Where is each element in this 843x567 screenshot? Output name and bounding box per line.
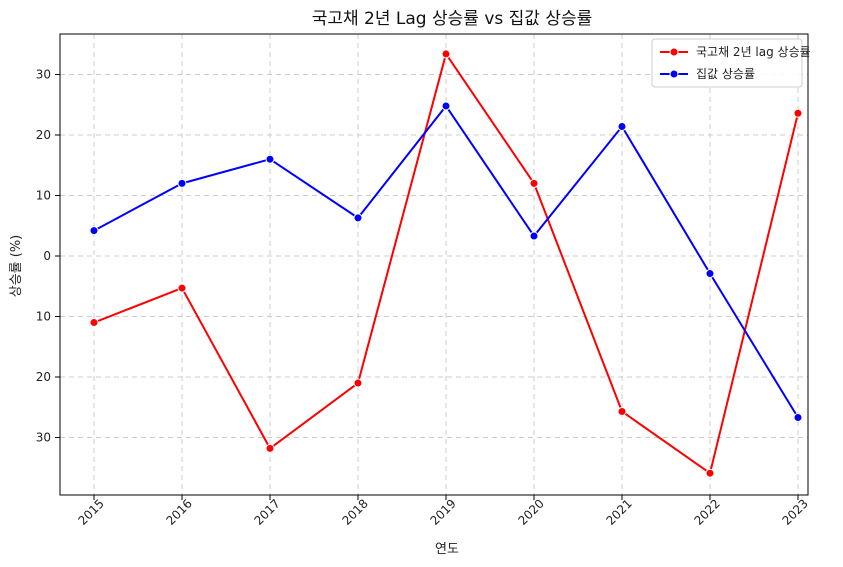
y-axis: 30 20 10 0 10 20 30 (36, 68, 60, 445)
x-tick-label: 2015 (75, 496, 106, 527)
x-tick-label: 2020 (515, 496, 546, 527)
data-point (529, 231, 539, 241)
legend-box (651, 38, 803, 88)
x-tick-label: 2018 (339, 496, 370, 527)
legend-item: 집값 상승률 (660, 67, 755, 81)
data-point (441, 101, 451, 111)
x-tick-label: 2023 (779, 496, 810, 527)
data-point (617, 406, 627, 416)
data-point (177, 178, 187, 188)
x-tick-label: 2017 (251, 496, 282, 527)
data-point (89, 226, 99, 236)
y-axis-title: 상승률 (%) (9, 235, 24, 298)
legend-label: 국고채 2년 lag 상승률 (696, 45, 811, 59)
y-tick-label: 30 (36, 68, 51, 82)
y-tick-label: 10 (36, 189, 51, 203)
data-point (353, 378, 363, 388)
y-tick-label: 0 (43, 249, 51, 263)
y-tick-label: 30 (36, 431, 51, 445)
x-tick-label: 2022 (691, 496, 722, 527)
data-point (353, 213, 363, 223)
chart-title: 국고채 2년 Lag 상승률 vs 집값 상승률 (312, 9, 593, 29)
plot-frame (59, 33, 809, 496)
data-point (793, 108, 803, 118)
series-1 (89, 49, 803, 478)
x-axis-title: 연도 (435, 542, 459, 557)
data-point (441, 49, 451, 59)
data-point (265, 154, 275, 164)
legend-marker (669, 47, 679, 57)
x-tick-label: 2019 (427, 496, 458, 527)
data-point (529, 178, 539, 188)
data-point (705, 269, 715, 279)
data-point (617, 122, 627, 132)
data-point (793, 413, 803, 423)
y-tick-label: 20 (36, 128, 51, 142)
y-tick-label: 20 (36, 370, 51, 384)
series-2 (89, 101, 803, 423)
legend-label: 집값 상승률 (696, 67, 755, 81)
data-point (89, 318, 99, 328)
grid-lines (60, 34, 808, 495)
data-point (265, 443, 275, 453)
x-tick-label: 2021 (603, 496, 634, 527)
data-point (177, 283, 187, 293)
x-axis: 2015 2016 2017 2018 2019 2020 2021 2022 2023 (75, 495, 811, 528)
data-point (705, 468, 715, 478)
legend-marker (669, 69, 679, 79)
series-layer (89, 49, 803, 478)
x-tick-label: 2016 (163, 496, 194, 527)
legend-item: 국고채 2년 lag 상승률 (660, 45, 811, 59)
y-tick-label: 10 (36, 310, 51, 324)
